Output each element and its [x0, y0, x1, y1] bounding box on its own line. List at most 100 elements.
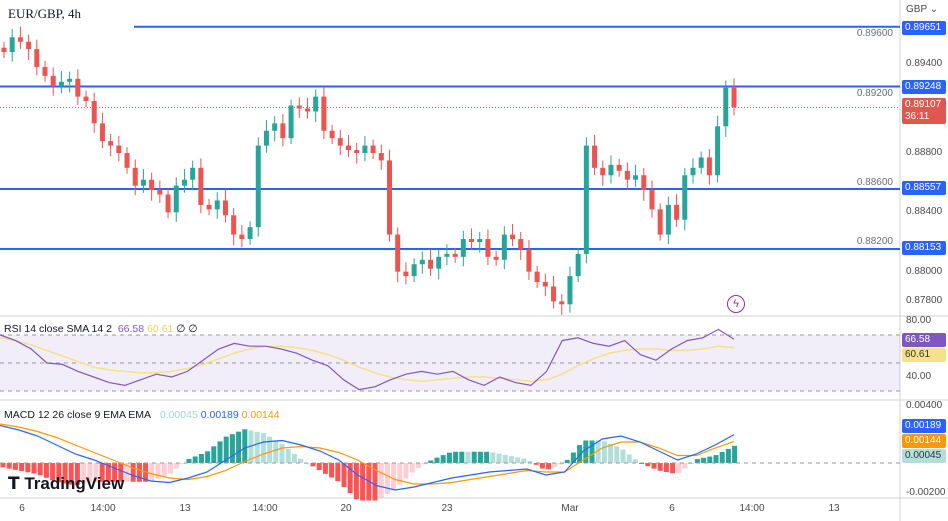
candle-body [551, 286, 557, 302]
macd-histogram-bar [248, 430, 254, 463]
tradingview-logo[interactable]: 𝗧 TradingView [8, 474, 125, 493]
macd-histogram-bar [6, 463, 12, 469]
macd-histogram-bar [657, 463, 663, 471]
time-tick: 20 [340, 503, 352, 514]
macd-histogram-bar [440, 455, 446, 463]
macd-histogram-bar [236, 431, 242, 463]
macd-histogram-bar [589, 440, 595, 463]
macd-histogram-bar [384, 463, 390, 494]
macd-histogram-bar [403, 463, 409, 479]
candle-body [542, 282, 548, 287]
candle-body [378, 152, 384, 161]
time-tick: 13 [828, 503, 840, 514]
candle-body [583, 145, 589, 254]
candle-body [157, 190, 163, 195]
macd-histogram-bar [670, 463, 676, 474]
macd-histogram-bar [19, 463, 25, 472]
candle-body [140, 179, 146, 186]
candle-body [1, 47, 7, 53]
candle-body [165, 194, 171, 213]
currency-selector[interactable]: GBP ⌄ [902, 4, 948, 16]
macd-histogram-bar [81, 463, 87, 484]
price-tick: 0.89600 [856, 28, 893, 39]
lightning-event-icon[interactable]: ϟ [727, 295, 745, 313]
macd-histogram-bar [0, 463, 6, 468]
candle-body [534, 271, 540, 283]
level-tag: 0.89248 [902, 80, 946, 94]
macd-histogram-bar [186, 458, 192, 463]
macd-histogram-bar [471, 451, 477, 463]
candle-body [231, 215, 237, 235]
candle-body [665, 204, 671, 235]
rsi-tick: 80.00 [906, 315, 932, 326]
macd-histogram-bar [459, 451, 465, 463]
candle-body [428, 259, 434, 269]
candle-body [75, 78, 81, 97]
signal-value-tag: 0.00144 [902, 434, 946, 448]
candle-body [633, 175, 639, 180]
macd-tick: 0.00400 [906, 400, 943, 411]
macd-signal-value: 0.00144 [241, 409, 280, 421]
candle-body [518, 239, 524, 250]
candle-body [411, 264, 417, 277]
candle-body [501, 234, 507, 260]
candle-body [616, 164, 622, 171]
candle-body [190, 167, 196, 180]
candle-body [419, 259, 425, 265]
candle-body [272, 123, 278, 131]
candle-body [108, 141, 114, 146]
rsi-value: 66.58 [117, 323, 145, 335]
candle-body [592, 145, 598, 168]
time-tick: 6 [669, 503, 675, 514]
candle-body [485, 239, 491, 257]
macd-histogram-bar [74, 463, 80, 486]
macd-histogram-bar [378, 463, 384, 498]
macd-histogram-bar [223, 436, 229, 463]
macd-histogram-bar [341, 463, 347, 487]
macd-histogram-bar [291, 453, 297, 463]
current-price-tag: 0.89107 36:11 [902, 98, 946, 124]
macd-legend[interactable]: MACD 12 26 close 9 EMA EMA 0.00045 0.001… [4, 409, 280, 421]
candle-body [575, 253, 581, 277]
macd-histogram-bar [192, 456, 198, 463]
macd-histogram-bar [496, 453, 502, 463]
candle-body [403, 271, 409, 277]
macd-histogram-bar [446, 452, 452, 463]
macd-histogram-bar [502, 454, 508, 463]
macd-histogram-bar [608, 443, 614, 463]
macd-histogram-bar [174, 463, 180, 469]
rsi-legend[interactable]: RSI 14 close SMA 14 2 66.58 60.61 ∅ ∅ [4, 323, 197, 335]
macd-histogram-bar [167, 463, 173, 474]
macd-histogram-bar [564, 459, 570, 463]
candle-body [690, 167, 696, 176]
candle-body [91, 101, 97, 124]
macd-tick: -0.00200 [906, 487, 946, 498]
macd-histogram-bar [601, 441, 607, 463]
macd-histogram-bar [372, 463, 378, 501]
candle-body [255, 145, 261, 228]
candle-body [641, 175, 647, 191]
macd-histogram-bar [626, 454, 632, 463]
macd-histogram-bar [614, 446, 620, 463]
candle-body [99, 123, 105, 142]
candle-body [67, 78, 73, 82]
candle-body [124, 152, 130, 168]
candle-body [370, 145, 376, 153]
rsi-value-tag: 66.58 [902, 333, 946, 347]
macd-histogram-bar [62, 463, 68, 484]
candle-body [17, 37, 23, 42]
price-tick: 0.89200 [856, 88, 893, 99]
macd-histogram-bar [43, 463, 49, 478]
rsi-sma-line [0, 337, 735, 382]
candle-body [715, 126, 721, 176]
candle-body [706, 157, 712, 176]
price-tick: 0.88800 [906, 147, 943, 158]
macd-histogram-bar [285, 448, 291, 463]
macd-histogram-bar [205, 451, 211, 463]
macd-histogram-bar [533, 463, 539, 465]
macd-histogram-bar [508, 456, 514, 463]
level-tag: 0.89651 [902, 21, 946, 35]
macd-histogram-bar [583, 440, 589, 463]
candle-body [436, 256, 442, 269]
